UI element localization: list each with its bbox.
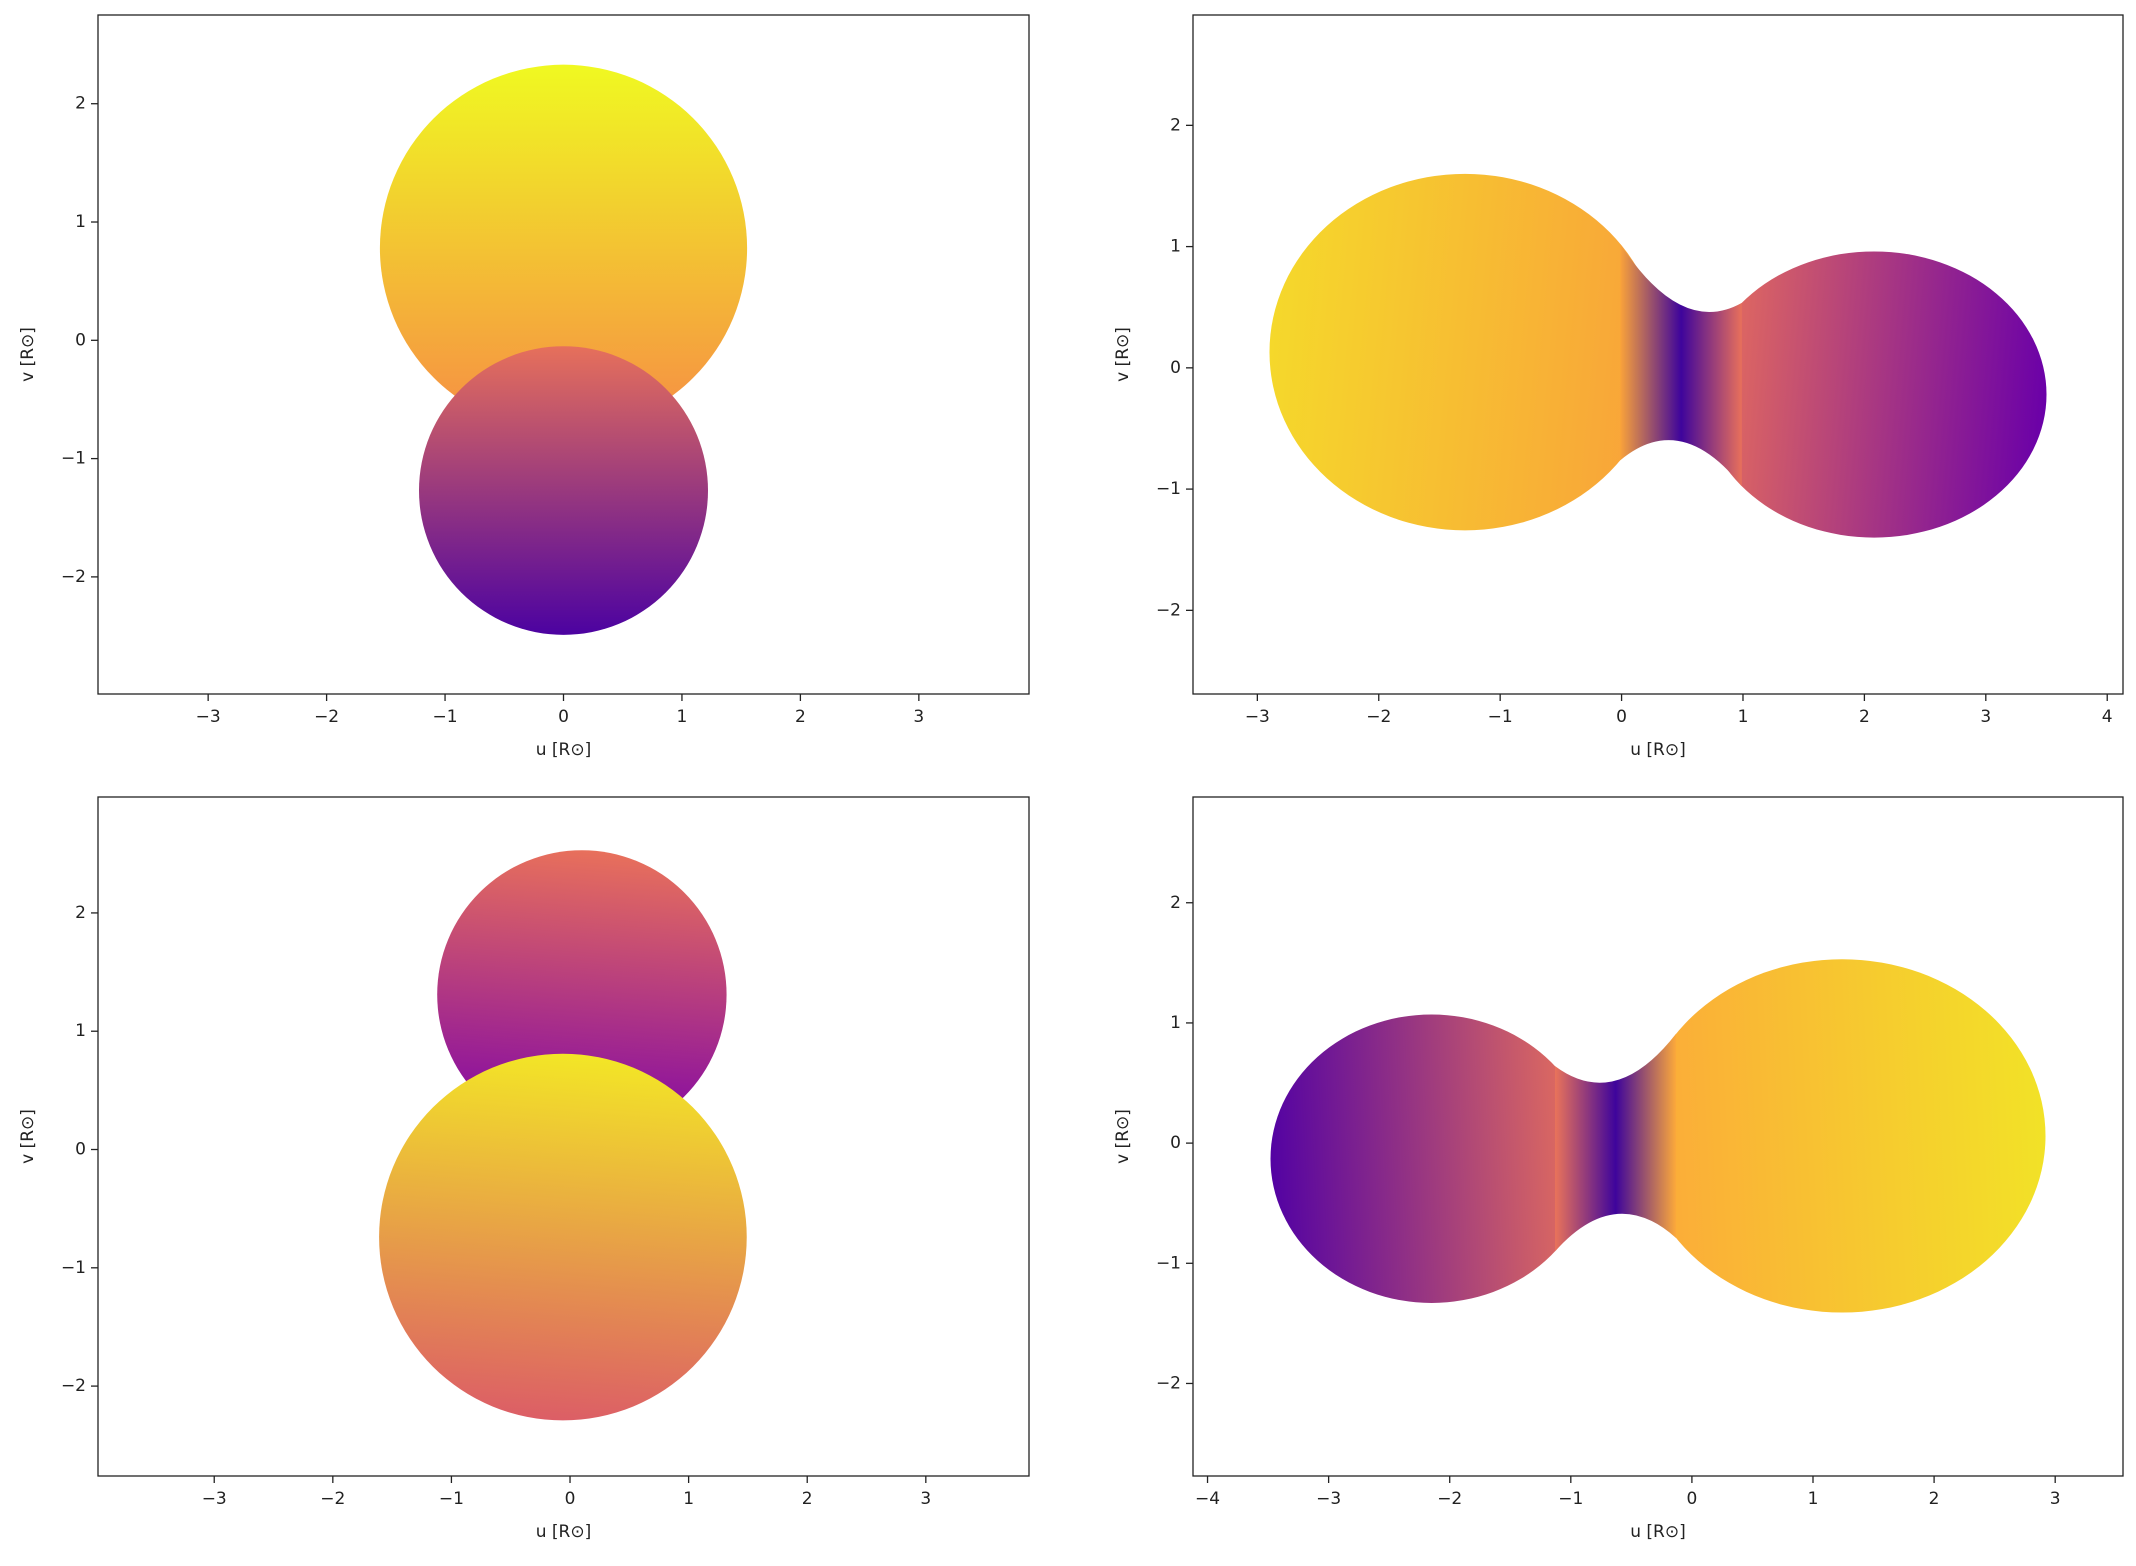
panel: −3 −2 −1 0 1 2 3 −2 −1 0 1 2 u [R⊙] v [R⊙] bbox=[18, 796, 1030, 1542]
panel: −3 −2 −1 0 1 2 3 −2 −1 0 1 2 u [R⊙] v [R⊙] bbox=[18, 14, 1030, 760]
y-tick-label: −2 bbox=[61, 567, 86, 587]
y-tick-label: 1 bbox=[75, 212, 86, 232]
y-tick-label: 2 bbox=[1170, 893, 1181, 913]
star-body bbox=[1638, 959, 2046, 1313]
y-tick-label: −2 bbox=[1156, 600, 1181, 620]
plot-area bbox=[1269, 173, 2047, 538]
y-tick-label: 0 bbox=[75, 330, 86, 350]
x-tick-label: 0 bbox=[565, 1489, 576, 1509]
panel: −4 −3 −2 −1 0 1 2 3 −2 −1 0 1 2 u [R⊙] v [R⊙] bbox=[1113, 796, 2124, 1542]
x-tick-label: −1 bbox=[1488, 707, 1513, 727]
axes-frame bbox=[1192, 14, 2124, 695]
x-tick-label: 3 bbox=[913, 707, 924, 727]
y-tick-label: −1 bbox=[1156, 479, 1181, 499]
y-axis-label: v [R⊙] bbox=[18, 327, 38, 382]
x-tick-label: −3 bbox=[1245, 707, 1270, 727]
x-tick-label: −3 bbox=[1316, 1489, 1341, 1509]
x-tick-label: −3 bbox=[196, 707, 221, 727]
contact-neck bbox=[1620, 243, 1742, 487]
x-tick-label: −1 bbox=[439, 1489, 464, 1509]
x-tick-label: −2 bbox=[320, 1489, 345, 1509]
star-body bbox=[379, 64, 748, 432]
plot-area bbox=[1270, 959, 2046, 1313]
x-axis-label: u [R⊙] bbox=[536, 1522, 592, 1542]
y-tick-label: −1 bbox=[1156, 1253, 1181, 1273]
y-tick-label: 0 bbox=[1170, 1133, 1181, 1153]
star-body bbox=[379, 1053, 747, 1421]
x-tick-label: 2 bbox=[1929, 1489, 1940, 1509]
y-axis-label: v [R⊙] bbox=[1113, 1109, 1133, 1164]
y-tick-label: 2 bbox=[1170, 115, 1181, 135]
axes-frame bbox=[1192, 796, 2124, 1477]
x-axis-label: u [R⊙] bbox=[536, 740, 592, 760]
x-tick-label: 1 bbox=[1738, 707, 1749, 727]
y-tick-label: 2 bbox=[75, 903, 86, 923]
x-tick-label: 0 bbox=[1686, 1489, 1697, 1509]
x-tick-label: 1 bbox=[1808, 1489, 1819, 1509]
x-tick-label: 2 bbox=[795, 707, 806, 727]
star-body bbox=[1269, 173, 1661, 531]
x-tick-label: 4 bbox=[2102, 707, 2113, 727]
plot-area bbox=[379, 850, 747, 1421]
contact-neck bbox=[1555, 1033, 1677, 1252]
x-tick-label: −1 bbox=[433, 707, 458, 727]
plot-area bbox=[379, 64, 748, 635]
y-tick-label: 0 bbox=[75, 1140, 86, 1160]
y-axis-label: v [R⊙] bbox=[18, 1109, 38, 1164]
x-tick-label: −3 bbox=[202, 1489, 227, 1509]
panel: −3 −2 −1 0 1 2 3 4 −2 −1 0 1 2 u [R⊙] v [R⊙] bbox=[1113, 14, 2124, 760]
x-tick-label: −2 bbox=[1437, 1489, 1462, 1509]
x-tick-label: 3 bbox=[2050, 1489, 2061, 1509]
x-tick-label: 0 bbox=[1616, 707, 1627, 727]
x-tick-label: −2 bbox=[1366, 707, 1391, 727]
y-tick-label: 1 bbox=[75, 1021, 86, 1041]
x-tick-label: 2 bbox=[1859, 707, 1870, 727]
x-axis-label: u [R⊙] bbox=[1630, 1522, 1686, 1542]
x-tick-label: 0 bbox=[558, 707, 569, 727]
x-tick-label: −2 bbox=[314, 707, 339, 727]
x-tick-label: −1 bbox=[1558, 1489, 1583, 1509]
x-tick-label: 1 bbox=[677, 707, 688, 727]
star-body bbox=[418, 346, 709, 635]
x-tick-label: −4 bbox=[1195, 1489, 1220, 1509]
y-tick-label: −1 bbox=[61, 1258, 86, 1278]
y-tick-label: −1 bbox=[61, 449, 86, 469]
y-axis-label: v [R⊙] bbox=[1113, 327, 1133, 382]
x-tick-label: 3 bbox=[920, 1489, 931, 1509]
x-axis-label: u [R⊙] bbox=[1630, 740, 1686, 760]
y-tick-label: −2 bbox=[61, 1376, 86, 1396]
star-body bbox=[1270, 1014, 1593, 1303]
y-tick-label: 1 bbox=[1170, 237, 1181, 257]
y-tick-label: 0 bbox=[1170, 358, 1181, 378]
axes-frame bbox=[97, 796, 1030, 1477]
x-tick-label: 3 bbox=[1980, 707, 1991, 727]
y-tick-label: −2 bbox=[1156, 1373, 1181, 1393]
y-tick-label: 2 bbox=[75, 94, 86, 114]
star-body bbox=[1701, 251, 2047, 538]
x-tick-label: 1 bbox=[683, 1489, 694, 1509]
x-tick-label: 2 bbox=[802, 1489, 813, 1509]
y-tick-label: 1 bbox=[1170, 1013, 1181, 1033]
